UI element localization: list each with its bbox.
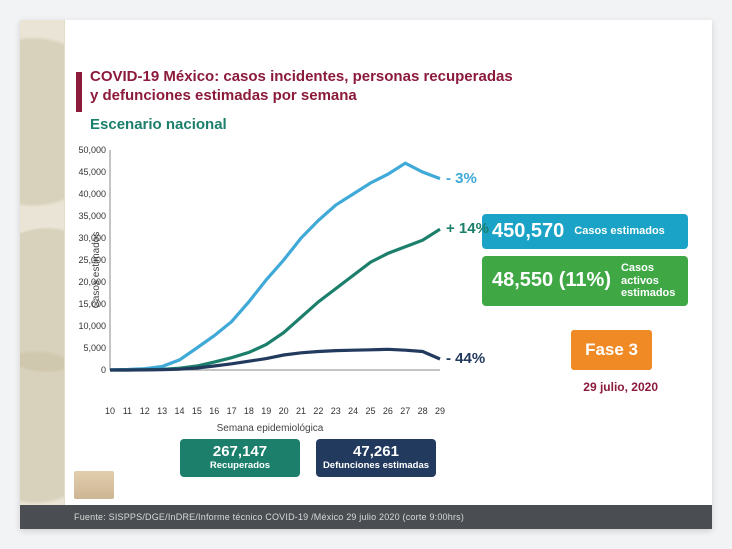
y-tick: 30,000	[66, 233, 106, 243]
x-tick: 16	[209, 406, 219, 416]
x-tick: 14	[174, 406, 184, 416]
pill-label: Defunciones estimadas	[316, 460, 436, 471]
title-accent-bar	[76, 72, 82, 112]
y-tick: 0	[66, 365, 106, 375]
stat-box-casos-activos: 48,550 (11%) Casos activos estimados	[482, 256, 688, 306]
y-tick: 40,000	[66, 189, 106, 199]
pill-recuperados: 267,147 Recuperados	[180, 439, 300, 477]
page-subtitle: Escenario nacional	[90, 116, 227, 133]
y-tick: 25,000	[66, 255, 106, 265]
x-tick: 29	[435, 406, 445, 416]
x-tick: 24	[348, 406, 358, 416]
series-end-label-casos-estimados: - 3%	[446, 170, 477, 187]
x-tick: 28	[418, 406, 428, 416]
decorative-ribbon	[20, 20, 65, 529]
x-tick: 11	[123, 406, 132, 416]
x-tick: 19	[261, 406, 271, 416]
y-tick: 20,000	[66, 277, 106, 287]
footer-source: Fuente: SISPPS/DGE/InDRE/Informe técnico…	[20, 505, 712, 529]
pill-value: 267,147	[180, 443, 300, 460]
plot-area	[110, 150, 440, 370]
y-tick: 10,000	[66, 321, 106, 331]
y-tick: 5,000	[66, 343, 106, 353]
x-tick: 18	[244, 406, 254, 416]
x-tick: 23	[331, 406, 341, 416]
x-tick: 20	[279, 406, 289, 416]
stat-value: 48,550 (11%)	[492, 269, 611, 292]
x-tick: 26	[383, 406, 393, 416]
gov-logo	[74, 471, 114, 499]
series-end-label-defunciones: - 44%	[446, 350, 485, 367]
x-axis-label: Semana epidemiológica	[80, 423, 460, 434]
y-tick: 50,000	[66, 145, 106, 155]
series-end-label-recuperados: + 14%	[446, 220, 489, 237]
pill-value: 47,261	[316, 443, 436, 460]
stat-box-casos-estimados: 450,570 Casos estimados	[482, 214, 688, 249]
y-axis-label: Casos estimados	[91, 232, 102, 309]
stat-label: Casos estimados	[574, 225, 664, 238]
stat-value: 450,570	[492, 220, 564, 243]
pill-label: Recuperados	[180, 460, 300, 471]
x-tick: 21	[296, 406, 306, 416]
page-title: COVID-19 México: casos incidentes, perso…	[90, 68, 520, 106]
x-tick: 13	[157, 406, 167, 416]
x-tick: 17	[227, 406, 237, 416]
x-tick: 10	[105, 406, 115, 416]
date-stamp: 29 julio, 2020	[583, 380, 658, 394]
x-tick: 15	[192, 406, 202, 416]
x-tick: 22	[313, 406, 323, 416]
fase-badge: Fase 3	[571, 330, 652, 370]
y-tick: 15,000	[66, 299, 106, 309]
stat-label: Casos activos estimados	[621, 262, 678, 300]
weekly-cases-chart: Casos estimados Semana epidemiológica 05…	[80, 140, 460, 400]
y-tick: 35,000	[66, 211, 106, 221]
y-tick: 45,000	[66, 167, 106, 177]
slide: COVID-19 México: casos incidentes, perso…	[20, 20, 712, 529]
pill-defunciones: 47,261 Defunciones estimadas	[316, 439, 436, 477]
x-tick: 27	[400, 406, 410, 416]
x-tick: 25	[366, 406, 376, 416]
x-tick: 12	[140, 406, 150, 416]
